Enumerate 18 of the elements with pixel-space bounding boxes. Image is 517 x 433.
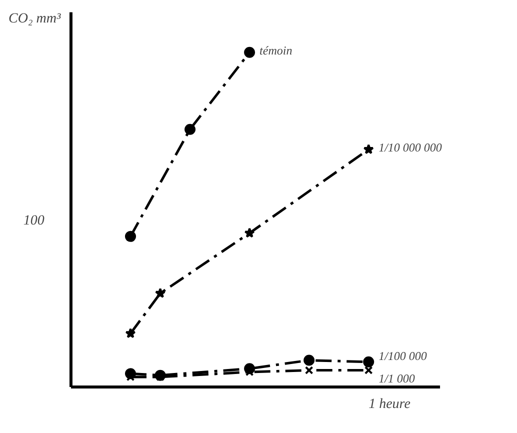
text: 100	[23, 214, 44, 229]
point	[154, 288, 166, 298]
point	[244, 46, 256, 58]
point	[244, 228, 255, 238]
point	[363, 356, 374, 368]
point	[125, 328, 136, 338]
series-label: 1/100 000	[378, 348, 427, 363]
point	[304, 354, 315, 366]
series-label: 1/10 000 000	[378, 140, 442, 154]
point	[125, 230, 136, 242]
x-axis-title: 1 heure	[368, 397, 410, 412]
point	[304, 366, 314, 374]
series-label: 1/1 000	[378, 371, 415, 386]
point	[184, 124, 196, 135]
series-label: témoin	[260, 43, 292, 58]
point	[364, 366, 373, 374]
point	[363, 144, 374, 154]
y-axis-title: CO₂ mm³	[8, 11, 62, 26]
